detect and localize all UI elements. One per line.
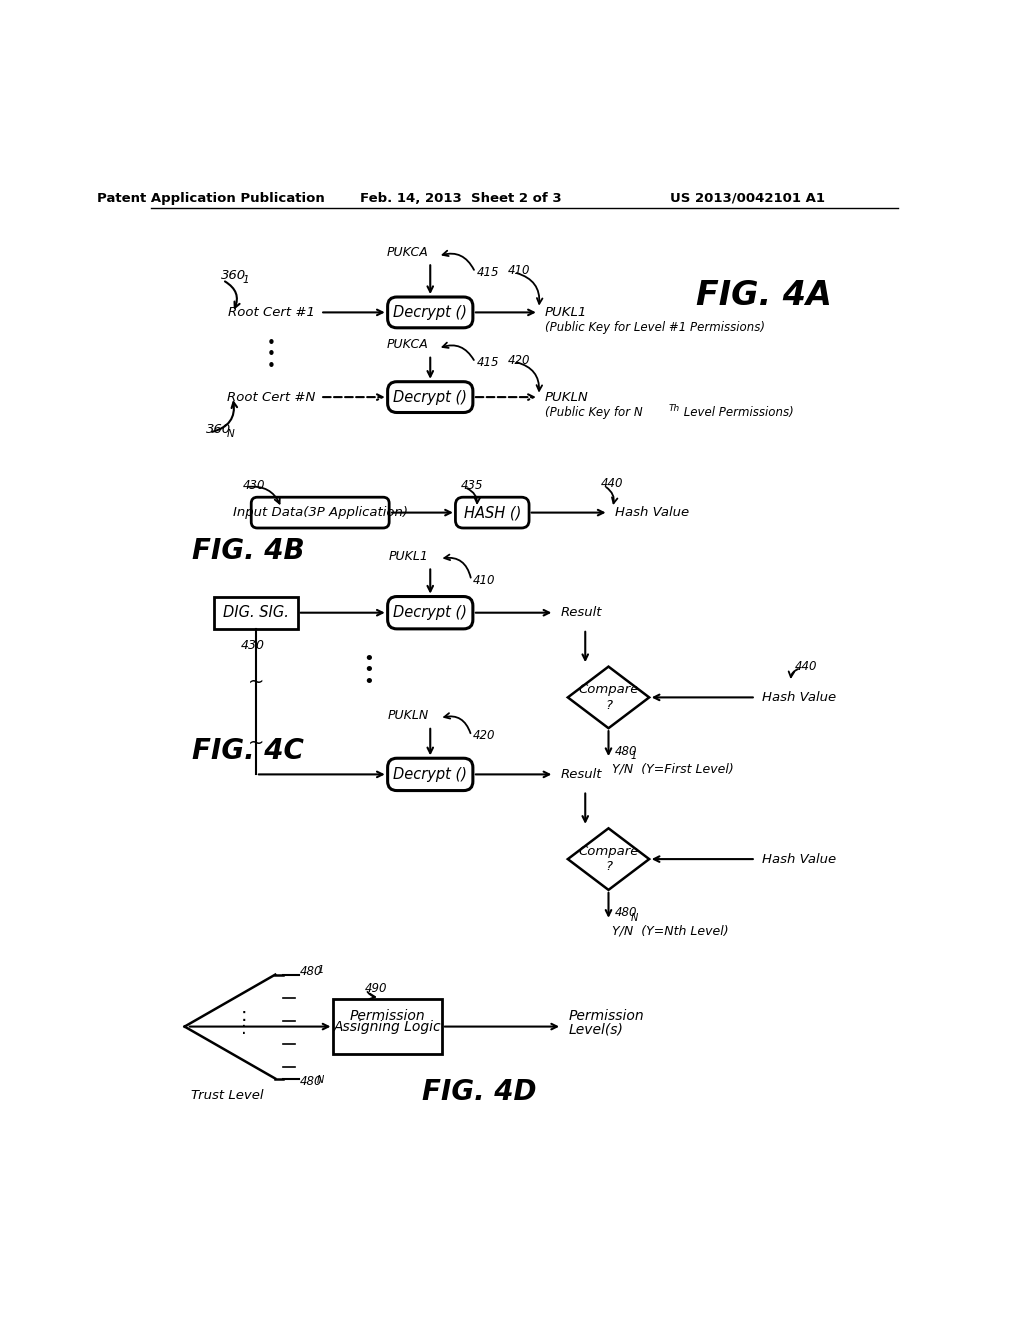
Text: 360: 360 — [221, 269, 246, 282]
Text: N: N — [227, 429, 234, 440]
Text: Hash Value: Hash Value — [762, 690, 836, 704]
Text: FIG. 4B: FIG. 4B — [193, 537, 305, 565]
Text: ?: ? — [605, 698, 612, 711]
Text: 440: 440 — [795, 660, 817, 673]
Text: 1: 1 — [317, 965, 324, 975]
Text: Result: Result — [560, 606, 602, 619]
Text: HASH (): HASH () — [464, 506, 521, 520]
Text: •: • — [362, 673, 374, 690]
Text: ~: ~ — [248, 672, 264, 692]
Text: 430: 430 — [241, 639, 264, 652]
Text: Feb. 14, 2013  Sheet 2 of 3: Feb. 14, 2013 Sheet 2 of 3 — [360, 191, 562, 205]
Bar — [334, 999, 442, 1055]
Text: Decrypt (): Decrypt () — [393, 389, 467, 405]
Text: ~: ~ — [248, 734, 264, 754]
FancyBboxPatch shape — [388, 597, 473, 628]
Text: 480: 480 — [300, 965, 323, 978]
Text: 415: 415 — [477, 356, 500, 370]
Text: Level(s): Level(s) — [568, 1023, 623, 1036]
Text: Root Cert #1: Root Cert #1 — [228, 306, 314, 319]
Text: Level Permissions): Level Permissions) — [680, 407, 794, 418]
FancyBboxPatch shape — [388, 758, 473, 791]
Text: PUKCA: PUKCA — [387, 246, 429, 259]
Text: •: • — [267, 335, 275, 351]
Text: Compare: Compare — [579, 845, 639, 858]
Text: •: • — [362, 661, 374, 680]
Text: FIG. 4D: FIG. 4D — [423, 1078, 537, 1106]
Text: 360: 360 — [206, 422, 230, 436]
FancyBboxPatch shape — [456, 498, 529, 528]
Text: Permission: Permission — [568, 1008, 644, 1023]
Text: Decrypt (): Decrypt () — [393, 605, 467, 620]
Text: Th: Th — [669, 404, 680, 413]
Text: Trust Level: Trust Level — [190, 1089, 263, 1102]
Text: 410: 410 — [508, 264, 530, 277]
FancyBboxPatch shape — [388, 381, 473, 412]
Text: ?: ? — [605, 861, 612, 874]
Text: Hash Value: Hash Value — [614, 506, 689, 519]
Text: Input Data(3P Application): Input Data(3P Application) — [232, 506, 408, 519]
Text: Hash Value: Hash Value — [762, 853, 836, 866]
Text: Decrypt (): Decrypt () — [393, 767, 467, 781]
Text: Patent Application Publication: Patent Application Publication — [97, 191, 325, 205]
Text: 490: 490 — [365, 982, 387, 994]
Text: FIG. 4A: FIG. 4A — [695, 279, 831, 312]
FancyBboxPatch shape — [388, 297, 473, 327]
Text: N: N — [317, 1074, 325, 1085]
Text: Y/N  (Y=Nth Level): Y/N (Y=Nth Level) — [612, 924, 729, 937]
Text: 420: 420 — [473, 730, 496, 742]
Text: •: • — [362, 649, 374, 668]
Text: Decrypt (): Decrypt () — [393, 305, 467, 319]
Text: Compare: Compare — [579, 684, 639, 696]
Text: Permission: Permission — [350, 1008, 425, 1023]
Text: PUKL1: PUKL1 — [389, 550, 429, 564]
Text: (Public Key for Level #1 Permissions): (Public Key for Level #1 Permissions) — [545, 321, 765, 334]
Text: US 2013/0042101 A1: US 2013/0042101 A1 — [671, 191, 825, 205]
Text: 420: 420 — [508, 354, 530, 367]
Text: 415: 415 — [477, 265, 500, 279]
Text: PUKCA: PUKCA — [387, 338, 429, 351]
Text: :: : — [242, 1020, 247, 1038]
Text: (Public Key for N: (Public Key for N — [545, 407, 643, 418]
Text: 435: 435 — [461, 479, 483, 492]
Text: 480: 480 — [614, 907, 637, 920]
Polygon shape — [568, 829, 649, 890]
Text: DIG. SIG.: DIG. SIG. — [223, 605, 289, 620]
FancyBboxPatch shape — [251, 498, 389, 528]
Text: Root Cert #N: Root Cert #N — [227, 391, 315, 404]
Text: 1: 1 — [631, 751, 637, 760]
Text: PUKLN: PUKLN — [545, 391, 589, 404]
Text: 410: 410 — [473, 574, 496, 587]
Text: 1: 1 — [243, 275, 249, 285]
Text: Assigning Logic: Assigning Logic — [334, 1019, 441, 1034]
Bar — [214, 597, 298, 628]
Polygon shape — [568, 667, 649, 729]
Text: :: : — [241, 1006, 248, 1024]
Text: PUKLN: PUKLN — [387, 709, 429, 722]
Text: •: • — [267, 347, 275, 362]
Text: PUKL1: PUKL1 — [545, 306, 587, 319]
Text: FIG. 4C: FIG. 4C — [193, 738, 304, 766]
Text: Y/N  (Y=First Level): Y/N (Y=First Level) — [612, 763, 734, 776]
Text: •: • — [267, 359, 275, 374]
Text: 480: 480 — [614, 744, 637, 758]
Text: 480: 480 — [300, 1074, 323, 1088]
Text: 440: 440 — [601, 477, 624, 490]
Text: N: N — [631, 912, 638, 923]
Text: Result: Result — [560, 768, 602, 781]
Text: 430: 430 — [243, 479, 265, 492]
